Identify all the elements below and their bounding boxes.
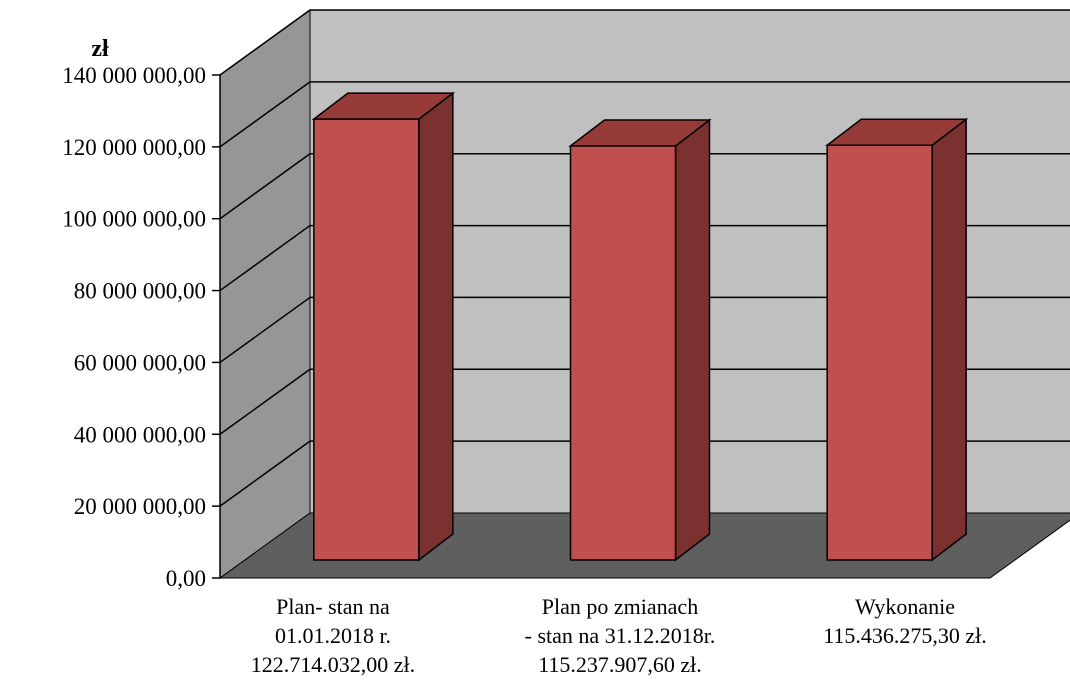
x-category-label: Plan po zmianach - stan na 31.12.2018r. 11…	[525, 594, 716, 677]
x-axis: Plan- stan na 01.01.2018 r. 122.714.032,00…	[251, 594, 987, 677]
x-category-label-line: Wykonanie	[855, 594, 955, 619]
x-category-label-line: 115.237.907,60 zł.	[538, 652, 702, 677]
bar-front	[826, 144, 933, 561]
bar-front	[313, 118, 420, 561]
y-tick-label: 100 000 000,00	[62, 207, 206, 232]
x-category-label-line: 115.436.275,30 zł.	[823, 623, 987, 648]
bar	[311, 91, 456, 562]
gridline-side	[219, 296, 311, 364]
y-tick-label: 40 000 000,00	[74, 422, 206, 447]
bar-side	[931, 117, 967, 562]
gridline-side	[219, 368, 311, 435]
y-tick-label: 140 000 000,00	[62, 63, 206, 88]
y-axis-label: zł	[91, 36, 109, 62]
y-tick-label: 60 000 000,00	[74, 350, 206, 375]
bars	[311, 91, 969, 562]
bar	[824, 117, 969, 562]
gridline-side	[219, 81, 311, 148]
gridline-side	[219, 440, 311, 507]
bar-side	[418, 91, 454, 562]
bar	[568, 118, 712, 562]
y-tick-label: 120 000 000,00	[62, 135, 206, 160]
bar-front	[569, 145, 677, 561]
y-tick-label: 20 000 000,00	[74, 494, 206, 519]
gridline-side	[219, 153, 311, 220]
x-category-label: Wykonanie 115.436.275,30 zł.	[823, 594, 987, 648]
x-category-label-line: 122.714.032,00 zł.	[251, 652, 415, 677]
gridline-side	[219, 224, 311, 292]
y-tick-label: 80 000 000,00	[74, 279, 206, 304]
side-wall	[219, 9, 311, 579]
x-category-label-line: Plan po zmianach	[542, 594, 698, 619]
x-category-label-line: Plan- stan na	[276, 594, 390, 619]
gridline-side	[219, 9, 311, 76]
x-category-label-line: 01.01.2018 r.	[275, 623, 391, 648]
bar-side	[674, 118, 711, 562]
y-axis: 0,00 20 000 000,00 40 000 000,00 60 000 000…	[62, 63, 221, 591]
x-category-label-line: - stan na 31.12.2018r.	[525, 623, 716, 648]
x-category-label: Plan- stan na 01.01.2018 r. 122.714.032,00…	[251, 594, 415, 677]
y-tick-label: 0,00	[166, 566, 206, 591]
